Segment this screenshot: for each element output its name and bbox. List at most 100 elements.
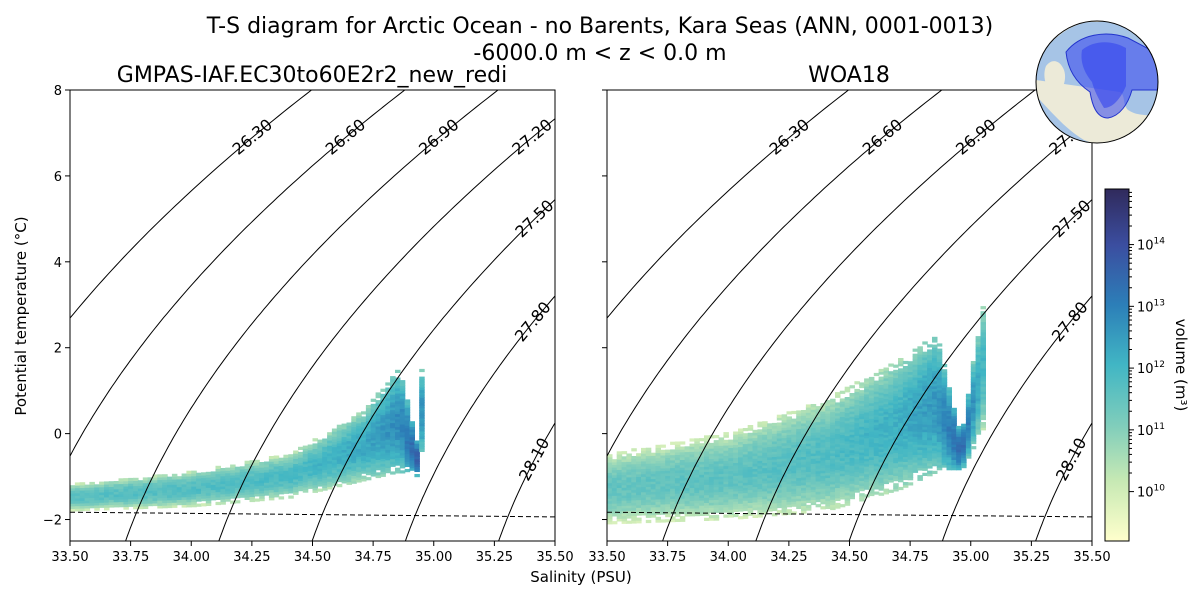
volume-cell xyxy=(409,421,415,425)
volume-cell xyxy=(607,498,613,502)
volume-cell xyxy=(781,455,788,459)
volume-cell xyxy=(288,474,294,479)
volume-cell xyxy=(912,423,919,427)
volume-cell xyxy=(980,404,986,408)
volume-cell xyxy=(835,412,841,416)
volume-cell xyxy=(409,436,415,440)
volume-cell xyxy=(970,412,977,416)
volume-cell xyxy=(679,503,686,507)
volume-cell xyxy=(713,504,720,508)
volume-cell xyxy=(791,511,797,515)
volume-cell xyxy=(327,468,333,472)
volume-cell xyxy=(104,499,110,503)
volume-cell xyxy=(927,434,933,438)
volume-cell xyxy=(898,407,904,411)
volume-cell xyxy=(961,423,967,427)
volume-cell xyxy=(932,432,938,436)
volume-cell xyxy=(196,503,202,507)
volume-cell xyxy=(399,434,406,438)
volume-cell xyxy=(835,453,841,458)
volume-cell xyxy=(336,429,343,434)
volume-cell xyxy=(196,495,202,500)
volume-cell xyxy=(99,504,105,508)
volume-cell xyxy=(805,494,812,498)
x-tick-label: 33.50 xyxy=(51,550,88,565)
volume-cell xyxy=(650,491,657,495)
volume-cell xyxy=(699,458,705,462)
volume-cell xyxy=(395,447,401,451)
volume-cell xyxy=(713,435,720,439)
volume-cell xyxy=(810,452,817,457)
volume-cell xyxy=(655,516,661,521)
volume-cell xyxy=(796,428,802,432)
volume-cell xyxy=(781,499,788,503)
volume-cell xyxy=(767,441,773,445)
volume-cell xyxy=(293,471,299,475)
volume-cell xyxy=(844,458,851,462)
volume-cell xyxy=(801,474,807,478)
volume-cell xyxy=(820,434,826,438)
volume-cell xyxy=(708,476,715,480)
volume-cell xyxy=(133,506,139,510)
volume-cell xyxy=(689,477,695,481)
volume-cell xyxy=(805,486,812,491)
volume-cell xyxy=(830,401,836,405)
volume-cell xyxy=(835,451,841,455)
volume-cell xyxy=(922,429,928,433)
volume-cell xyxy=(244,476,251,480)
volume-cell xyxy=(162,505,168,509)
volume-cell xyxy=(674,472,681,476)
y-axis-label: Potential temperature (°C) xyxy=(12,216,30,415)
volume-cell xyxy=(805,461,812,465)
volume-cell xyxy=(820,452,826,456)
volume-cell xyxy=(946,395,952,399)
volume-cell xyxy=(873,447,880,451)
volume-cell xyxy=(801,492,807,496)
volume-cell xyxy=(346,432,352,436)
volume-cell xyxy=(302,481,309,485)
volume-cell xyxy=(718,437,725,441)
volume-cell xyxy=(815,452,822,456)
volume-cell xyxy=(704,453,710,457)
x-tick-label: 34.75 xyxy=(355,550,392,565)
volume-cell xyxy=(767,477,773,481)
volume-cell xyxy=(825,477,831,481)
volume-cell xyxy=(912,379,919,383)
volume-cell xyxy=(351,441,357,446)
volume-cell xyxy=(868,443,875,448)
volume-cell xyxy=(699,510,705,514)
volume-cell xyxy=(674,475,681,479)
volume-cell xyxy=(868,428,875,432)
volume-cell xyxy=(781,432,788,436)
volume-cell xyxy=(820,472,826,476)
volume-cell xyxy=(854,388,860,393)
volume-cell xyxy=(965,414,972,418)
volume-cell xyxy=(825,490,831,494)
volume-cell xyxy=(230,467,236,471)
volume-cell xyxy=(128,480,134,484)
volume-cell xyxy=(868,392,875,396)
volume-cell xyxy=(815,496,822,500)
volume-cell xyxy=(278,468,285,472)
volume-cell xyxy=(849,457,855,461)
volume-cell xyxy=(961,454,967,458)
volume-cell xyxy=(302,471,309,475)
volume-cell xyxy=(723,442,729,446)
volume-cell xyxy=(902,420,909,424)
volume-cell xyxy=(946,407,952,411)
volume-cell xyxy=(636,517,642,521)
y-tick-label: 6 xyxy=(54,170,62,185)
volume-cell xyxy=(128,498,134,502)
volume-cell xyxy=(786,475,792,479)
volume-cell xyxy=(718,473,725,477)
volume-cell xyxy=(922,364,928,368)
volume-cell xyxy=(951,436,957,440)
volume-cell xyxy=(747,463,754,467)
volume-cell xyxy=(278,483,285,487)
volume-cell xyxy=(244,463,251,467)
volume-cell xyxy=(395,431,401,435)
volume-cell xyxy=(767,490,773,494)
volume-cell xyxy=(636,499,642,503)
volume-cell xyxy=(742,464,749,468)
volume-cell xyxy=(220,475,226,479)
